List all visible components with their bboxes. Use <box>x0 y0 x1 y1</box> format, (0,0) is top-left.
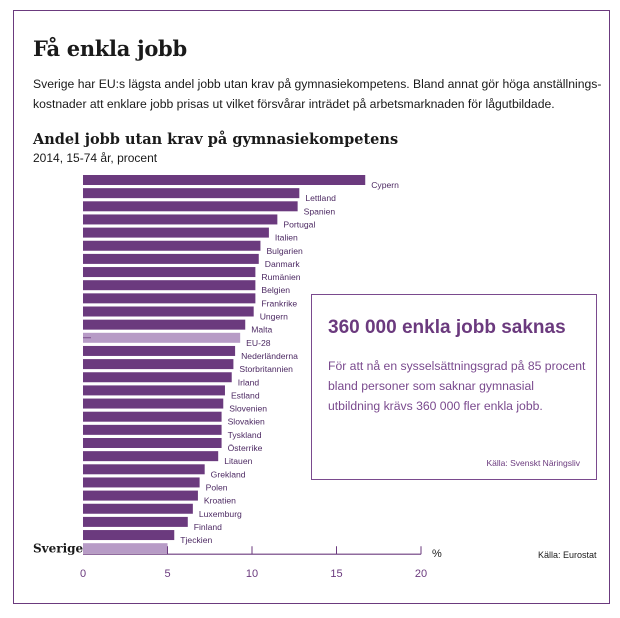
category-label-finland: Finland <box>194 522 222 532</box>
category-label-litauen: Litauen <box>224 456 252 466</box>
category-label-italien: Italien <box>275 233 298 243</box>
category-label-tyskland: Tyskland <box>228 430 262 440</box>
chart-subtitle: 2014, 15-74 år, procent <box>33 151 158 165</box>
category-label-estland: Estland <box>231 390 260 400</box>
category-label-slovenien: Slovenien <box>229 404 267 414</box>
bar-finland <box>83 516 188 527</box>
category-label-luxemburg: Luxemburg <box>199 509 242 519</box>
category-label-irland: Irland <box>238 377 260 387</box>
bar-danmark <box>83 253 259 264</box>
bar-irland <box>83 372 232 383</box>
category-label-kroatien: Kroatien <box>204 496 236 506</box>
bar-nederländerna <box>83 345 236 356</box>
callout-source: Källa: Svenskt Näringsliv <box>486 458 580 468</box>
bar-tjeckien <box>83 530 175 541</box>
bar-slovakien <box>83 411 222 422</box>
category-label-portugal: Portugal <box>283 219 315 229</box>
category-label-grekland: Grekland <box>211 469 246 479</box>
bar-eu-28 <box>83 332 241 343</box>
chart-source: Källa: Eurostat <box>538 550 597 560</box>
x-tick-label-5: 5 <box>164 568 170 580</box>
x-tick-label-0: 0 <box>80 568 86 580</box>
category-label-österrike: Österrike <box>228 443 263 453</box>
bar-luxemburg <box>83 503 193 514</box>
category-label-bulgarien: Bulgarien <box>266 246 303 256</box>
category-label-spanien: Spanien <box>304 206 336 216</box>
x-axis-unit: % <box>432 548 442 560</box>
callout-box: 360 000 enkla jobb saknas För att nå en … <box>311 294 597 480</box>
callout-title: 360 000 enkla jobb saknas <box>328 317 566 338</box>
category-label-frankrike: Frankrike <box>261 298 297 308</box>
category-label-polen: Polen <box>206 482 228 492</box>
category-label-malta: Malta <box>251 325 272 335</box>
bar-sverige <box>83 543 168 554</box>
category-label-sverige: Sverige <box>33 542 84 556</box>
category-label-slovakien: Slovakien <box>228 417 265 427</box>
bar-lettland <box>83 188 300 199</box>
bar-frankrike <box>83 293 256 304</box>
bar-litauen <box>83 451 219 462</box>
bar-österrike <box>83 438 222 448</box>
bar-estland <box>83 385 225 396</box>
intro-text: Sverige har EU:s lägsta andel jobb utan … <box>33 77 602 111</box>
category-label-nederländerna: Nederländerna <box>241 351 298 361</box>
bar-cypern <box>83 175 366 185</box>
category-label-danmark: Danmark <box>265 259 301 269</box>
bar-belgien <box>83 280 256 291</box>
bar-bulgarien <box>83 240 261 251</box>
bar-spanien <box>83 201 298 212</box>
category-label-eu-28: EU-28 <box>246 338 271 348</box>
x-tick-label-10: 10 <box>246 568 258 580</box>
category-label-cypern: Cypern <box>371 180 399 190</box>
category-label-belgien: Belgien <box>261 285 290 295</box>
chart-title: Andel jobb utan krav på gymnasiekompeten… <box>33 131 399 148</box>
bar-malta <box>83 319 246 330</box>
category-label-storbritannien: Storbritannien <box>239 364 293 374</box>
bar-portugal <box>83 214 278 225</box>
bar-kroatien <box>83 490 198 501</box>
bar-grekland <box>83 464 205 475</box>
category-label-rumänien: Rumänien <box>261 272 300 282</box>
page-title: Få enkla jobb <box>33 36 187 61</box>
bar-ungern <box>83 306 254 317</box>
x-tick-label-15: 15 <box>330 568 342 580</box>
category-label-tjeckien: Tjeckien <box>180 535 212 545</box>
infographic-frame <box>13 10 610 604</box>
category-label-lettland: Lettland <box>305 193 336 203</box>
category-label-ungern: Ungern <box>260 312 288 322</box>
bar-tyskland <box>83 424 222 435</box>
bar-rumänien <box>83 267 256 278</box>
bar-slovenien <box>83 398 224 409</box>
bar-polen <box>83 477 200 488</box>
x-tick-label-20: 20 <box>415 568 427 580</box>
bar-italien <box>83 227 269 238</box>
callout-text: För att nå en sysselsättningsgrad på 85 … <box>328 359 586 413</box>
bar-storbritannien <box>83 359 234 370</box>
